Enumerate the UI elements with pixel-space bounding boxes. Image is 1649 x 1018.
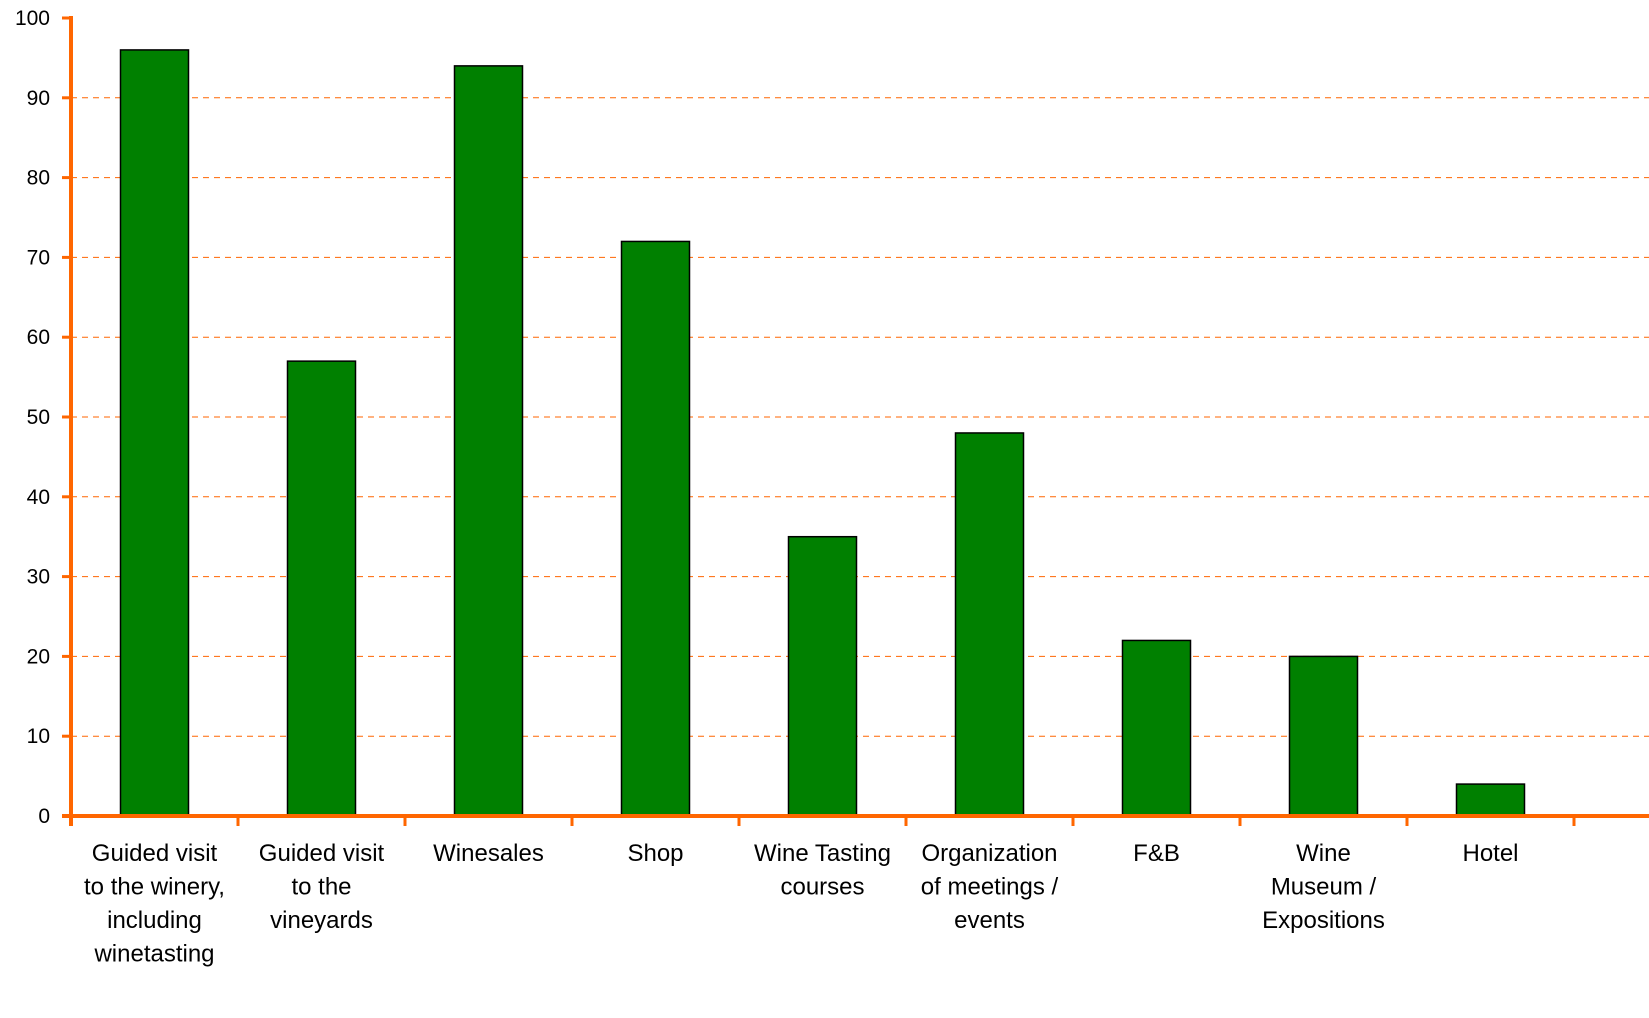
x-category-label: Hotel (1462, 840, 1518, 867)
y-tick-label: 40 (27, 486, 50, 509)
x-category-label-line: Guided visit (92, 840, 218, 867)
bar (1455, 783, 1526, 817)
x-category-label: Organization of meetings / events (921, 840, 1059, 934)
x-category-label-line: Guided visit (259, 840, 385, 867)
x-category-label-line: courses (780, 874, 864, 901)
x-category-label-line: vineyards (270, 907, 373, 934)
axes (62, 16, 1649, 826)
bar (1288, 655, 1359, 817)
bar (1121, 639, 1192, 817)
x-category-label-line: Hotel (1462, 840, 1518, 867)
x-category-label-line: including (107, 907, 202, 934)
y-tick-label: 60 (27, 326, 50, 349)
x-category-label: F&B (1133, 840, 1180, 867)
x-category-label: Guided visit to the winery, including winet… (84, 840, 225, 968)
x-category-label: Shop (627, 840, 683, 867)
x-category-label-line: of meetings / (921, 874, 1059, 901)
x-category-label-line: Wine (1296, 840, 1351, 867)
x-category-label: Guided visit to the vineyards (259, 840, 385, 934)
bar (453, 65, 524, 817)
bar (620, 240, 691, 817)
bars (119, 49, 1526, 817)
x-category-label: Wine Museum / Expositions (1262, 840, 1385, 934)
y-tick-label: 10 (27, 725, 50, 748)
x-category-label-line: Organization (921, 840, 1057, 867)
x-category-label-line: Shop (627, 840, 683, 867)
y-tick-label: 80 (27, 167, 50, 190)
y-tick-label: 20 (27, 645, 50, 668)
x-category-label-line: Winesales (433, 840, 544, 867)
x-category-label-line: F&B (1133, 840, 1180, 867)
gridlines (71, 97, 1649, 737)
x-category-label-line: Wine Tasting (754, 840, 891, 867)
y-tick-label: 50 (27, 406, 50, 429)
y-tick-labels: 0 10 20 30 40 50 60 70 80 90 100 (15, 7, 50, 828)
bar (954, 432, 1025, 817)
x-category-label: Winesales (433, 840, 544, 867)
x-category-label-line: to the winery, (84, 874, 225, 901)
x-category-label: Wine Tasting courses (754, 840, 891, 901)
x-category-label-line: winetasting (93, 941, 214, 968)
bar (119, 49, 190, 817)
x-category-label-line: Expositions (1262, 907, 1385, 934)
x-category-label-line: events (954, 907, 1025, 934)
y-tick-label: 70 (27, 246, 50, 269)
y-tick-label: 0 (38, 805, 50, 828)
x-category-labels: Guided visit to the winery, including winet… (84, 840, 1518, 968)
bar (286, 360, 357, 817)
x-category-label-line: Museum / (1271, 874, 1377, 901)
y-tick-label: 90 (27, 87, 50, 110)
x-category-label-line: to the (291, 874, 351, 901)
bar (787, 535, 858, 817)
y-tick-label: 30 (27, 566, 50, 589)
y-tick-label: 100 (15, 7, 50, 30)
